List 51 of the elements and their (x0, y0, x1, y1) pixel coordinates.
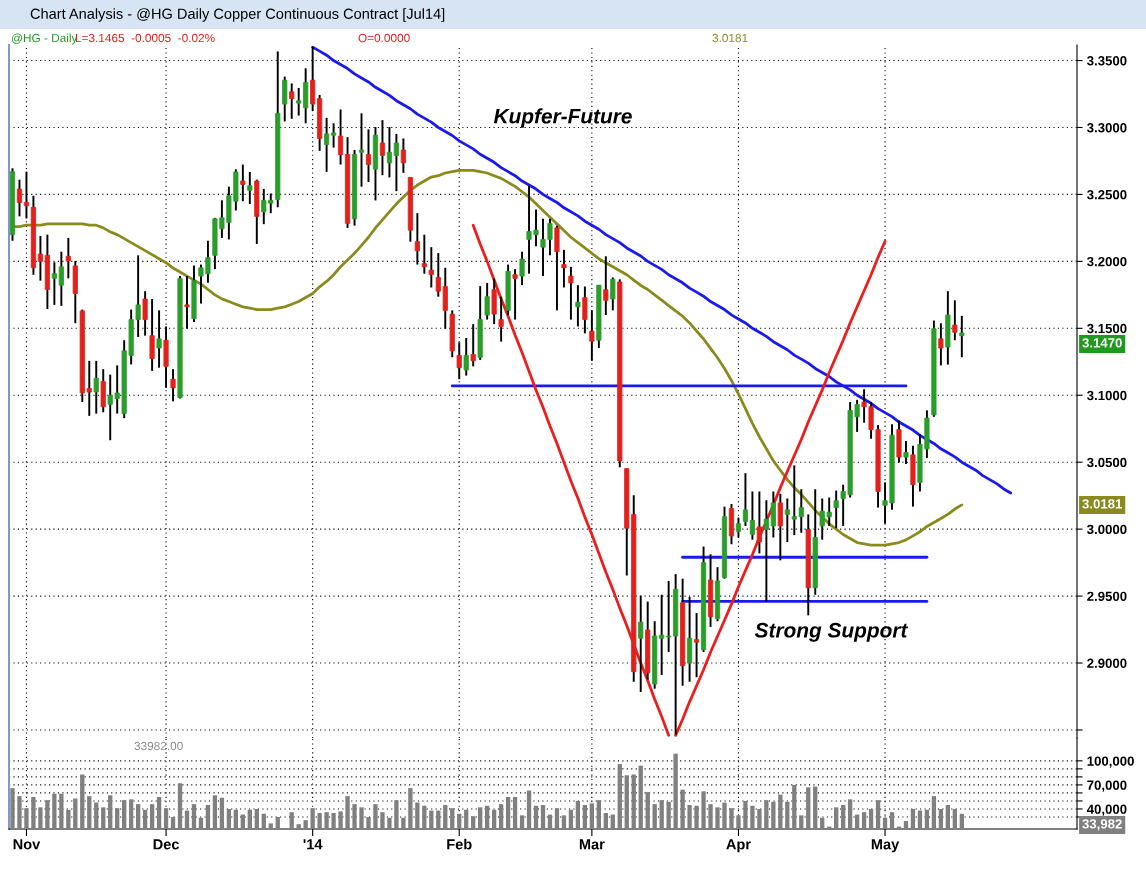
x-tick-label: Dec (153, 839, 180, 850)
y-tick-label: 3.2500 (1087, 189, 1127, 200)
annotation: Strong Support (754, 622, 909, 642)
text: 33,982 (1082, 819, 1122, 831)
y-tick-label: 3.3000 (1087, 123, 1127, 133)
chart-title: Chart Analysis - @HG Daily Copper Continuous Contract [Jul14] (30, 8, 445, 22)
y-tick-label: 3.0000 (1087, 524, 1127, 535)
x-tick-label: Apr (726, 839, 751, 853)
y-tick-label: 3.1000 (1087, 390, 1127, 401)
y-tick-label: 2.9500 (1087, 591, 1127, 601)
x-tick-label: Mar (579, 839, 605, 850)
text: 3.1470 (1082, 338, 1122, 348)
candlestick (784, 497, 790, 543)
annotation: 33982.00 (134, 741, 183, 751)
x-tick-label: Feb (447, 838, 472, 850)
y-tick-label: 3.0500 (1087, 457, 1127, 468)
candlestick (393, 132, 399, 193)
candlestick (400, 137, 406, 174)
candlestick (240, 163, 246, 203)
text: Kupfer-Future (493, 108, 632, 128)
candlestick (756, 490, 762, 555)
candlestick (463, 336, 469, 377)
x-tick-label: Nov (13, 839, 41, 850)
y-tick-label: 2.9000 (1087, 658, 1127, 668)
candlestick (282, 75, 288, 123)
x-tick-label: May (871, 839, 900, 853)
text: 3.0181 (1082, 499, 1122, 509)
y-tick-label: 40,000 (1086, 804, 1127, 816)
candlestick (610, 276, 616, 312)
line-series (311, 45, 1013, 495)
text: O=0.0000 (358, 33, 410, 43)
candlestick (365, 128, 372, 183)
text: L=3.1465 -0.0005 -0.02% (75, 33, 215, 43)
candlestick (289, 82, 295, 120)
candlestick (65, 236, 71, 280)
line-series (471, 223, 671, 737)
candlestick (568, 265, 574, 321)
x-tick-label: '14 (303, 839, 323, 850)
y-tick-label: 70,000 (1087, 780, 1127, 792)
candlestick (742, 472, 749, 527)
candlestick (575, 284, 581, 328)
y-tick-label: 100,000 (1087, 756, 1134, 768)
candlestick (512, 268, 518, 321)
candlestick (484, 281, 490, 321)
candlestick (93, 359, 99, 415)
text: 3.0181 (712, 33, 748, 43)
y-tick-label: 3.1500 (1087, 323, 1127, 334)
candlestick (833, 489, 839, 530)
y-tick-label: 3.3500 (1087, 56, 1127, 66)
y-tick-label: 3.2000 (1087, 256, 1127, 267)
candlestick (358, 112, 365, 188)
